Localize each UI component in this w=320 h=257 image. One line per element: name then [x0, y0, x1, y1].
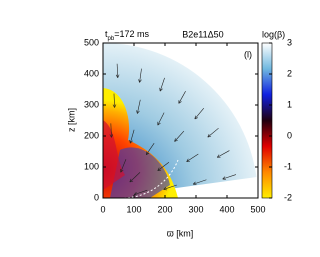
y-tick-label: 300 — [84, 99, 99, 109]
velocity-arrow — [157, 112, 165, 126]
velocity-arrow — [137, 99, 141, 114]
y-tick-label: 0 — [94, 192, 99, 202]
velocity-arrowhead — [207, 133, 212, 138]
y-tick-label: 100 — [84, 161, 99, 171]
plot-frame — [102, 42, 259, 199]
velocity-arrow — [222, 174, 237, 180]
velocity-arrowhead — [186, 158, 190, 162]
velocity-arrowhead — [133, 192, 138, 196]
colorbar-tick-label: 0 — [287, 130, 292, 140]
velocity-arrow — [217, 150, 230, 158]
colorbar — [261, 42, 273, 199]
colorbar-tick-label: -2 — [284, 192, 292, 202]
velocity-arrowhead — [174, 138, 178, 142]
velocity-arrowhead — [222, 176, 227, 180]
colorbar-tick-label: 3 — [287, 37, 292, 47]
x-tick-label: 400 — [219, 204, 234, 214]
velocity-arrow — [157, 161, 170, 171]
velocity-field — [109, 63, 237, 196]
colorbar-tick-label: 2 — [287, 68, 292, 78]
velocity-arrowhead — [109, 134, 114, 138]
velocity-arrow — [174, 130, 185, 142]
x-axis-label: ϖ [km] — [167, 228, 194, 238]
velocity-arrow — [145, 142, 155, 155]
velocity-arrowhead — [194, 115, 199, 120]
velocity-arrowhead — [157, 167, 162, 171]
time-label: tpb=172 ms — [105, 29, 149, 41]
velocity-arrowhead — [115, 74, 120, 78]
velocity-arrow — [178, 91, 186, 104]
velocity-arrowhead — [120, 168, 124, 173]
x-tick-label: 0 — [100, 204, 105, 214]
velocity-arrowhead — [145, 151, 150, 155]
chart-title: B2e11Δ50 — [182, 29, 223, 39]
colorbar-label: log(β) — [262, 29, 285, 39]
velocity-arrow — [186, 153, 199, 162]
panel-label: (l) — [244, 49, 252, 59]
velocity-arrow — [113, 93, 115, 108]
velocity-arrow — [116, 63, 119, 78]
mixed-region — [103, 120, 125, 190]
x-tick-label: 200 — [157, 204, 172, 214]
velocity-arrow — [129, 172, 141, 183]
velocity-arrow — [163, 184, 177, 190]
plot-image — [103, 43, 257, 199]
x-tick-label: 300 — [188, 204, 203, 214]
velocity-arrowhead — [136, 110, 140, 114]
y-axis-label: z [km] — [66, 108, 76, 132]
colorbar-tick-label: 1 — [287, 99, 292, 109]
velocity-arrow — [193, 179, 207, 185]
velocity-arrowhead — [163, 186, 167, 191]
velocity-arrowhead — [129, 178, 134, 183]
velocity-arrowhead — [129, 139, 133, 144]
y-tick-label: 200 — [84, 130, 99, 140]
velocity-arrowhead — [157, 121, 161, 126]
velocity-arrowhead — [192, 181, 197, 185]
y-tick-label: 500 — [84, 37, 99, 47]
velocity-arrow — [129, 129, 135, 144]
velocity-arrow — [133, 189, 148, 195]
velocity-arrowhead — [159, 87, 163, 92]
x-tick-label: 500 — [250, 204, 265, 214]
velocity-arrow — [110, 123, 112, 138]
velocity-arrowhead — [216, 154, 221, 158]
velocity-arrowhead — [178, 100, 182, 104]
velocity-arrow — [194, 107, 205, 120]
velocity-arrow — [139, 68, 142, 83]
velocity-arrowhead — [138, 79, 142, 83]
velocity-arrow — [120, 159, 127, 173]
y-tick-label: 400 — [84, 68, 99, 78]
velocity-arrow — [159, 77, 165, 92]
velocity-arrowhead — [112, 104, 117, 108]
velocity-arrow — [207, 127, 219, 138]
x-tick-label: 100 — [126, 204, 141, 214]
colorbar-tick-label: -1 — [284, 161, 292, 171]
